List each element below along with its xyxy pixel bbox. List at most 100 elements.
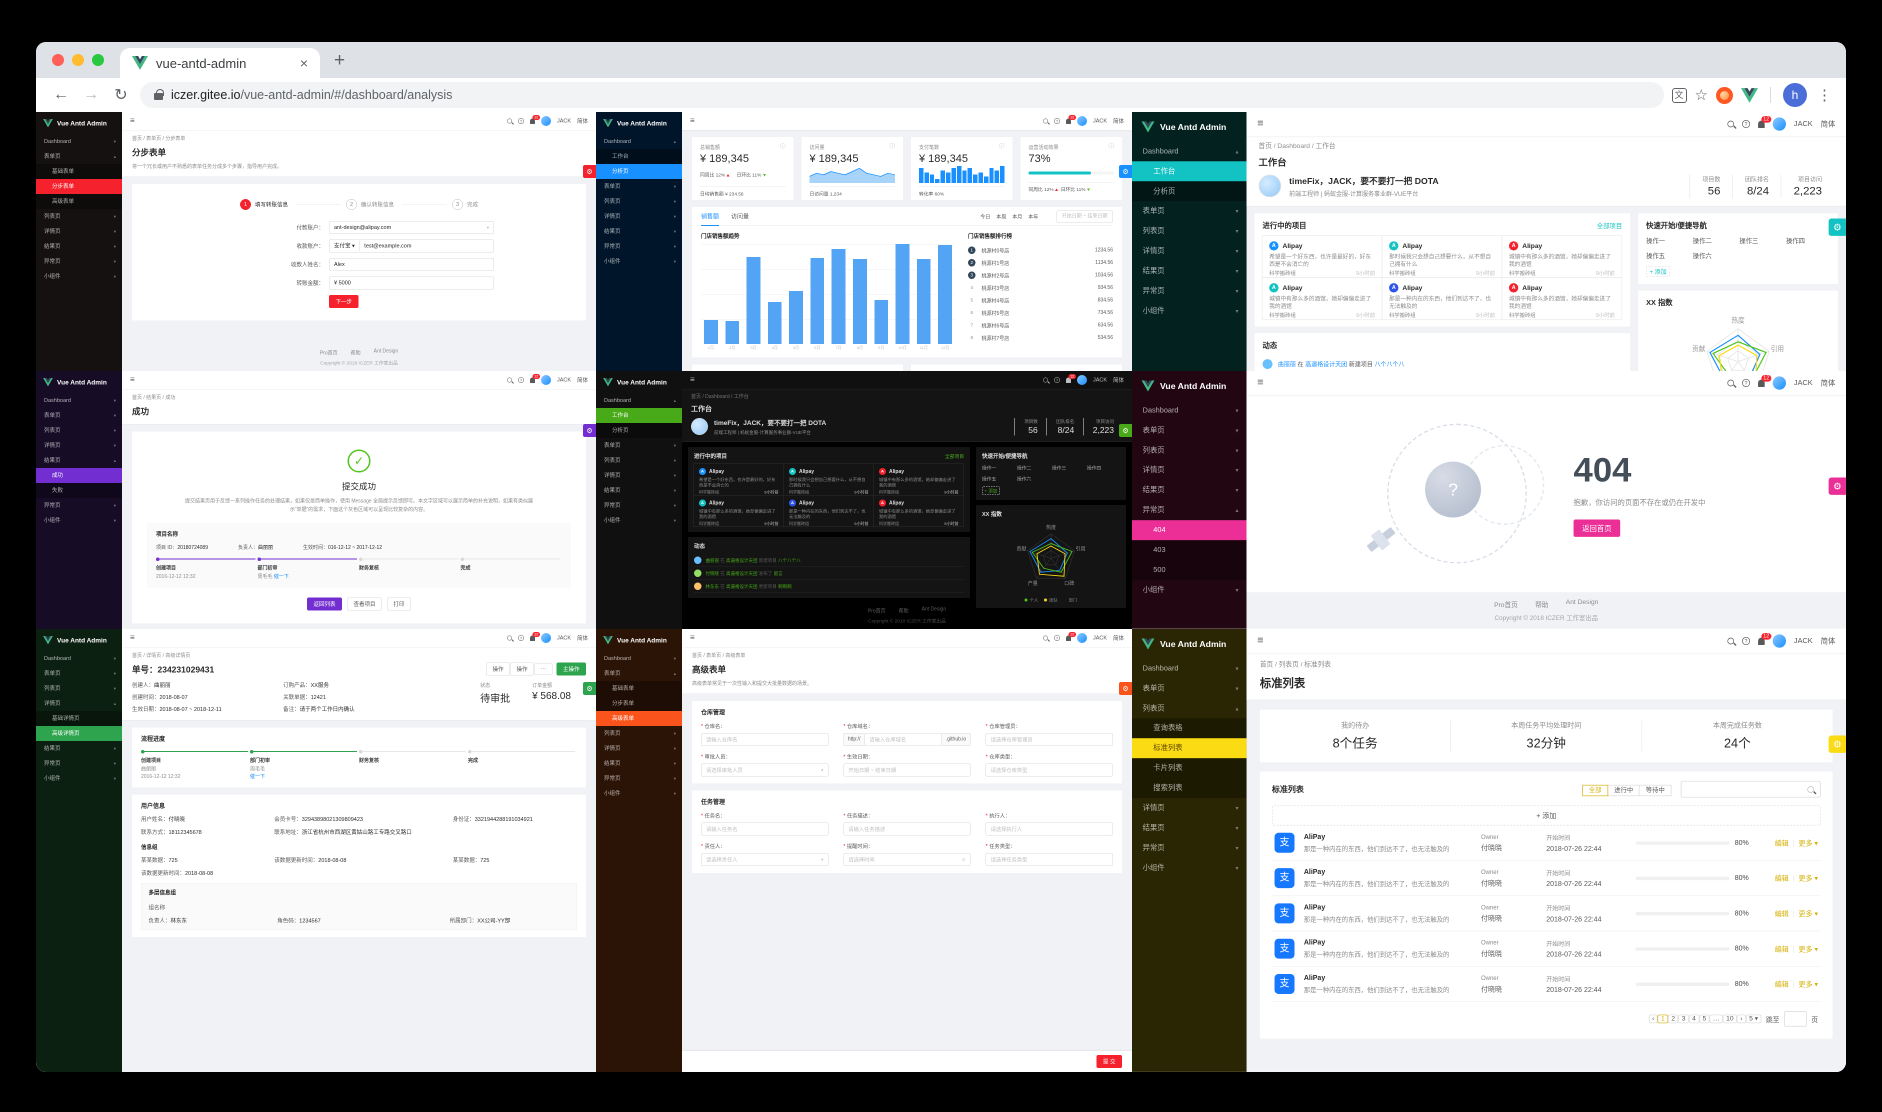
- sidebar-item[interactable]: 基础表单: [596, 681, 682, 696]
- edit-link[interactable]: 编辑: [1774, 980, 1789, 989]
- project-card[interactable]: A Alipay 城镇中有那么多的酒馆，她却偏偏走进了我的酒馆 科学搬砖组 9小时前: [1501, 235, 1623, 278]
- info-icon[interactable]: i: [999, 143, 1005, 149]
- sidebar-item[interactable]: 404: [1132, 520, 1247, 541]
- window-minimize-button[interactable]: [72, 54, 84, 66]
- user-avatar[interactable]: [1772, 117, 1786, 131]
- sidebar-item[interactable]: 结果页 ▴: [36, 453, 122, 468]
- group-link[interactable]: 高逼格设计天团: [726, 558, 758, 563]
- back-icon[interactable]: ←: [53, 86, 69, 103]
- help-icon[interactable]: ?: [1741, 119, 1750, 128]
- sidebar-item[interactable]: 高级详情页: [36, 726, 122, 741]
- more-link[interactable]: 更多 ▾: [1798, 909, 1818, 918]
- group-link[interactable]: 高逼格设计天团: [726, 584, 758, 589]
- info-icon[interactable]: i: [780, 143, 786, 149]
- user-avatar[interactable]: [540, 375, 551, 385]
- sidebar-item[interactable]: 500: [1132, 560, 1247, 581]
- filter-button[interactable]: 全部: [1582, 784, 1609, 796]
- bell-icon[interactable]: 12: [1065, 114, 1076, 124]
- user-avatar[interactable]: [540, 116, 551, 126]
- sidebar-item[interactable]: 基础表单: [36, 164, 122, 179]
- project-team-link[interactable]: 科学搬砖组: [1269, 312, 1296, 319]
- help-icon[interactable]: ?: [1741, 636, 1750, 645]
- form-input[interactable]: 请选择时间 ⊙: [843, 853, 971, 866]
- form-input[interactable]: 请选择责任人 ▾: [701, 853, 829, 866]
- sidebar-item[interactable]: 列表页 ▾: [596, 726, 682, 741]
- edit-link[interactable]: 编辑: [1774, 945, 1789, 954]
- sidebar-item[interactable]: 失败: [36, 483, 122, 498]
- project-team-link[interactable]: 科学搬砖组: [879, 521, 899, 527]
- theme-settings-button[interactable]: ⚙: [1828, 477, 1846, 495]
- page-button[interactable]: 5: [1699, 1014, 1710, 1024]
- sidebar-item[interactable]: 详情页 ▾: [36, 224, 122, 239]
- project-team-link[interactable]: 科学搬砖组: [789, 521, 809, 527]
- sidebar-item[interactable]: 表单页 ▾: [36, 666, 122, 681]
- sidebar-item[interactable]: 分步表单: [596, 696, 682, 711]
- menu-collapse-icon[interactable]: ≡: [1257, 634, 1264, 647]
- project-team-link[interactable]: 科学搬砖组: [879, 490, 899, 495]
- target-link[interactable]: 啊啊啊: [778, 584, 792, 589]
- bell-icon[interactable]: 12: [1757, 632, 1772, 645]
- legend-item[interactable]: 团队: [1044, 597, 1058, 603]
- sidebar-item[interactable]: 列表页 ▾: [1132, 440, 1247, 460]
- menu-collapse-icon[interactable]: ≡: [690, 633, 695, 643]
- theme-settings-button[interactable]: ⚙: [1119, 165, 1132, 178]
- user-link[interactable]: 林东东: [705, 584, 720, 589]
- search-icon[interactable]: [506, 118, 512, 124]
- list-item[interactable]: 支 AliPay 那是一种内在的东西，他们到达不了，也无法触及的 Owner 付晓晓…: [1271, 931, 1821, 967]
- sidebar-item[interactable]: Dashboard ▾: [1132, 658, 1247, 678]
- user-avatar[interactable]: [1076, 375, 1087, 385]
- theme-settings-button[interactable]: ⚙: [1828, 218, 1846, 236]
- page-jump-input[interactable]: [1784, 1011, 1807, 1027]
- project-card[interactable]: A Alipay 那是一种内在的东西，他们到达不了，也无法触及的 科学搬砖组 9小时前: [1381, 277, 1503, 320]
- sidebar-item[interactable]: 结果页 ▾: [36, 741, 122, 756]
- quick-op-link[interactable]: 操作二: [1692, 237, 1712, 246]
- page-button[interactable]: 4: [1688, 1014, 1700, 1024]
- sidebar-item[interactable]: 小组件 ▾: [596, 786, 682, 801]
- breadcrumb[interactable]: 首页 / 表单页 / 高级表单: [692, 653, 746, 659]
- sidebar-item[interactable]: 查询表格: [1132, 718, 1247, 739]
- sidebar-item[interactable]: 异常页 ▾: [36, 254, 122, 269]
- menu-collapse-icon[interactable]: ≡: [690, 116, 695, 126]
- sidebar-item[interactable]: 表单页 ▾: [1132, 201, 1247, 221]
- form-input[interactable]: ¥ 5000: [329, 276, 494, 290]
- list-item[interactable]: 支 AliPay 那是一种内在的东西，他们到达不了，也无法触及的 Owner 付晓晓…: [1271, 825, 1821, 861]
- page-button[interactable]: 3: [1678, 1014, 1689, 1024]
- language-selector[interactable]: 简体: [577, 635, 588, 642]
- sidebar-item[interactable]: 小组件 ▾: [1132, 301, 1247, 321]
- more-link[interactable]: 更多 ▾: [1798, 945, 1818, 954]
- language-selector[interactable]: 简体: [577, 118, 588, 125]
- username[interactable]: JACK: [1793, 119, 1813, 128]
- target-link[interactable]: 八个八个八: [1374, 361, 1405, 368]
- edit-link[interactable]: 编辑: [1774, 839, 1789, 848]
- more-link[interactable]: 更多 ▾: [1798, 839, 1818, 848]
- sidebar-item[interactable]: 列表页 ▾: [36, 681, 122, 696]
- project-team-link[interactable]: 科学搬砖组: [789, 490, 809, 495]
- form-input[interactable]: 开始日期 ~ 结束日期: [843, 763, 971, 777]
- action-button[interactable]: 操作: [510, 662, 534, 676]
- info-icon[interactable]: i: [889, 143, 895, 149]
- search-icon[interactable]: [1727, 120, 1734, 128]
- window-zoom-button[interactable]: [92, 54, 104, 66]
- sidebar-item[interactable]: 表单页 ▾: [596, 438, 682, 453]
- user-avatar[interactable]: [1772, 634, 1786, 648]
- user-avatar[interactable]: [540, 633, 551, 643]
- sidebar-item[interactable]: 异常页 ▾: [596, 771, 682, 786]
- date-range-picker[interactable]: 开始日期 ~ 结束日期: [1056, 210, 1113, 223]
- sidebar-item[interactable]: 异常页 ▾: [36, 498, 122, 513]
- sidebar-item[interactable]: 分析页: [596, 164, 682, 179]
- username[interactable]: JACK: [556, 118, 571, 124]
- sidebar-item[interactable]: 结果页 ▾: [36, 239, 122, 254]
- sidebar-item[interactable]: 表单页 ▾: [596, 179, 682, 194]
- page-button[interactable]: 10: [1722, 1014, 1737, 1024]
- sidebar-item[interactable]: 工作台: [1132, 161, 1247, 182]
- all-projects-link[interactable]: 全部项目: [944, 454, 964, 460]
- sidebar-item[interactable]: 详情页 ▾: [596, 741, 682, 756]
- sidebar-item[interactable]: 工作台: [596, 408, 682, 423]
- username[interactable]: JACK: [1092, 377, 1107, 383]
- help-icon[interactable]: ?: [1053, 377, 1060, 383]
- range-link[interactable]: 本年: [1028, 214, 1039, 221]
- sidebar-item[interactable]: 列表页 ▴: [1132, 698, 1247, 718]
- page-button[interactable]: ›: [1736, 1014, 1746, 1024]
- back-to-list-button[interactable]: 返回列表: [307, 597, 342, 611]
- form-input[interactable]: 请选择执行人: [985, 822, 1113, 836]
